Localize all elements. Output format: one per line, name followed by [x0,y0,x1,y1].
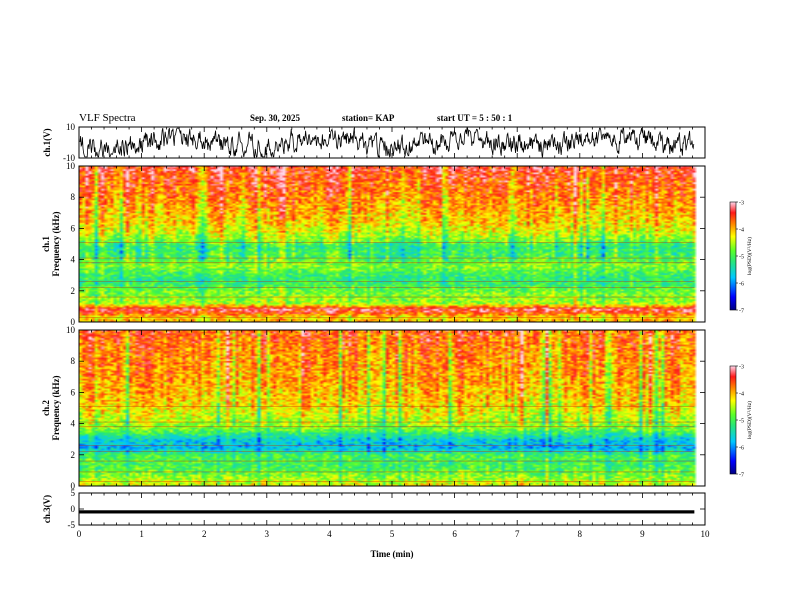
colorbar-tick-label: -5 [739,255,744,261]
colorbar-tick-label: -4 [739,392,744,398]
x-tick-label: 8 [578,529,583,539]
x-tick-label: 5 [390,529,395,539]
plot-title: VLF Spectra [79,112,136,124]
y-tick-label: 0 [71,504,76,514]
start-time-label: start UT = 5 : 50 : 1 [437,113,513,123]
y-tick-label: 10 [66,122,76,132]
colorbar-tick-label: -5 [739,419,744,425]
x-tick-label: 4 [327,529,332,539]
x-tick-label: 7 [515,529,520,539]
x-tick-label: 3 [265,529,270,539]
y-axis-label: ch.2 [41,400,51,416]
y-axis-label: ch.3(V) [42,495,52,523]
date-label: Sep. 30, 2025 [250,113,301,123]
y-tick-label: 6 [71,387,76,397]
colorbar-tick-label: -4 [739,228,744,234]
y-tick-label: 6 [71,223,76,233]
station-label: station= KAP [342,113,395,123]
colorbar-label: log(PSD)(V²/Hz) [746,401,753,439]
ch1-spectrogram-frame [78,165,706,323]
colorbar-tick-label: -6 [739,282,744,288]
y-axis-label: Frequency (kHz) [51,211,61,276]
ch1-waveform-line [79,127,695,158]
ch2-spectrogram-image [79,330,705,486]
y-tick-label: 10 [66,161,76,171]
ch2-spectrogram-frame [78,329,706,487]
y-tick-label: 2 [71,286,76,296]
y-tick-label: -5 [68,520,76,530]
colorbar-tick-label: -7 [739,473,744,479]
colorbar [729,201,737,311]
colorbar-tick-label: -7 [739,309,744,315]
y-axis-label: ch.1 [41,236,51,252]
y-tick-label: 8 [71,356,76,366]
y-tick-label: 4 [71,419,76,429]
ch1-spectrogram-panel: 0 2 4 6 8 10 ch.1 Frequency (kHz) -3 -4 -5 -6 -7 log(… [41,161,753,327]
colorbar-tick-label: -3 [739,201,744,207]
y-tick-label: 4 [71,255,76,265]
x-tick-label: 9 [640,529,645,539]
ch3-waveform-frame [78,492,706,526]
ch3-signal-band [79,510,695,514]
ch2-spectrogram-panel: 0 2 4 6 8 10 ch.2 Frequency (kHz) -3 -4 -5 -6 -7 log(… [41,325,753,491]
y-tick-label: 10 [66,325,76,335]
colorbar [729,365,737,475]
y-tick-label: 2 [71,450,76,460]
y-tick-label: 8 [71,192,76,202]
ch1-waveform-panel: 10 -10 ch.1(V) [42,122,706,163]
colorbar-tick-label: -6 [739,446,744,452]
y-tick-label: 5 [71,488,76,498]
colorbar-label: log(PSD)(V²/Hz) [746,237,753,275]
y-axis-label: Frequency (kHz) [51,375,61,440]
y-tick-label: 0 [71,481,76,491]
x-tick-label: 1 [139,529,144,539]
x-tick-label: 2 [202,529,207,539]
ch1-waveform-frame [78,126,706,159]
ch1-spectrogram-image [79,166,705,322]
x-tick-label: 6 [452,529,457,539]
y-axis-label: ch.1(V) [42,128,52,156]
y-tick-label: 0 [71,317,76,327]
x-tick-label: 0 [77,529,82,539]
x-tick-label: 10 [701,529,711,539]
colorbar-tick-label: -3 [739,365,744,371]
y-tick-label: -10 [63,153,75,163]
x-axis-label: Time (min) [370,549,413,559]
